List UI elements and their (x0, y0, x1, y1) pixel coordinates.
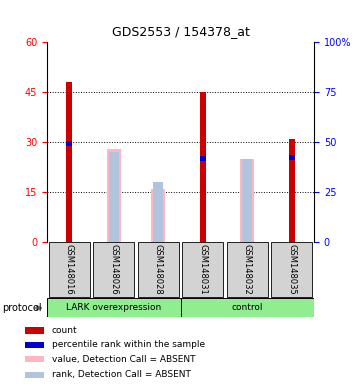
FancyBboxPatch shape (182, 242, 223, 297)
Bar (66, 141, 72, 146)
Text: GSM148031: GSM148031 (198, 244, 207, 295)
Text: LARK overexpression: LARK overexpression (66, 303, 161, 312)
Bar (25, 342, 43, 348)
Text: GSM148035: GSM148035 (287, 244, 296, 295)
Bar (289, 155, 295, 160)
Bar (289, 139, 295, 242)
Bar (25, 327, 43, 334)
Text: GSM148032: GSM148032 (243, 244, 252, 295)
FancyBboxPatch shape (227, 242, 268, 297)
Text: GSM148028: GSM148028 (154, 244, 163, 295)
Bar (66, 82, 72, 242)
Bar (109, 152, 119, 242)
FancyBboxPatch shape (49, 242, 90, 297)
Bar (200, 92, 206, 242)
FancyBboxPatch shape (93, 242, 134, 297)
Text: percentile rank within the sample: percentile rank within the sample (52, 340, 205, 349)
Title: GDS2553 / 154378_at: GDS2553 / 154378_at (112, 25, 249, 38)
Text: count: count (52, 326, 78, 335)
Bar (25, 372, 43, 378)
Bar (153, 182, 163, 242)
Text: value, Detection Call = ABSENT: value, Detection Call = ABSENT (52, 355, 196, 364)
FancyBboxPatch shape (271, 242, 312, 297)
Text: rank, Detection Call = ABSENT: rank, Detection Call = ABSENT (52, 370, 191, 379)
Bar (47, 298, 180, 317)
Text: GSM148016: GSM148016 (65, 244, 74, 295)
Bar (200, 156, 206, 161)
Bar (25, 356, 43, 362)
Text: control: control (231, 303, 263, 312)
Bar (242, 159, 252, 242)
Text: GSM148026: GSM148026 (109, 244, 118, 295)
FancyBboxPatch shape (138, 242, 179, 297)
Bar (240, 159, 255, 242)
Bar (180, 298, 314, 317)
Bar (106, 149, 121, 242)
Bar (151, 189, 165, 242)
Text: protocol: protocol (2, 303, 42, 313)
